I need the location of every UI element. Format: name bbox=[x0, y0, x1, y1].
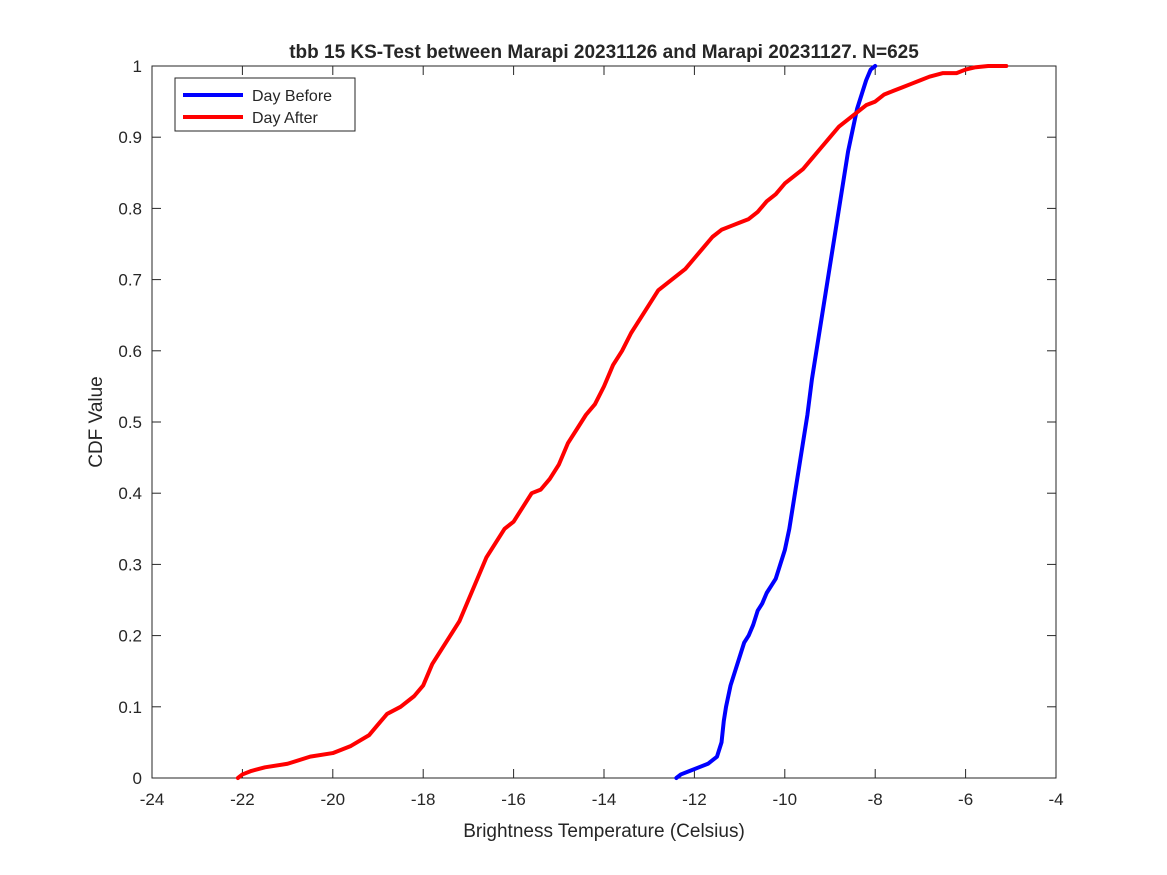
x-tick-label: -22 bbox=[230, 790, 255, 809]
x-tick-label: -8 bbox=[868, 790, 883, 809]
series-line-day-before bbox=[674, 64, 878, 780]
y-tick-label: 0.4 bbox=[118, 484, 142, 503]
y-tick-label: 1 bbox=[133, 57, 142, 76]
y-tick-label: 0.6 bbox=[118, 342, 142, 361]
chart-title: tbb 15 KS-Test between Marapi 20231126 a… bbox=[289, 42, 919, 63]
x-tick-label: -20 bbox=[321, 790, 346, 809]
y-tick-label: 0 bbox=[133, 769, 142, 788]
y-tick-label: 0.2 bbox=[118, 627, 142, 646]
y-tick-label: 0.3 bbox=[118, 555, 142, 574]
x-tick-label: -16 bbox=[501, 790, 526, 809]
series-line-day-after bbox=[235, 64, 1009, 780]
x-tick-label: -14 bbox=[592, 790, 617, 809]
y-tick-label: 0.8 bbox=[118, 199, 142, 218]
plot-area bbox=[151, 65, 1057, 779]
x-axis-label: Brightness Temperature (Celsius) bbox=[463, 821, 745, 842]
y-tick-label: 0.9 bbox=[118, 128, 142, 147]
x-tick-label: -24 bbox=[140, 790, 165, 809]
x-tick-label: -18 bbox=[411, 790, 436, 809]
axes-box bbox=[151, 65, 1057, 779]
y-axis: 0 0.1 0.2 0.3 0.4 0.5 0.6 0.7 0.8 0.9 1 bbox=[118, 57, 1056, 788]
y-tick-label: 0.1 bbox=[118, 698, 142, 717]
y-tick-label: 0.7 bbox=[118, 271, 142, 290]
x-tick-label: -10 bbox=[773, 790, 798, 809]
legend-label-day-after: Day After bbox=[252, 110, 318, 127]
y-tick-label: 0.5 bbox=[118, 413, 142, 432]
legend: Day Before Day After bbox=[174, 77, 356, 132]
x-tick-label: -12 bbox=[682, 790, 707, 809]
legend-box bbox=[174, 77, 356, 132]
y-axis-label: CDF Value bbox=[86, 376, 107, 468]
x-tick-label: -4 bbox=[1048, 790, 1063, 809]
x-axis: -24 -22 -20 -18 -16 -14 -12 -10 -8 -6 -4 bbox=[140, 66, 1064, 809]
series-layer bbox=[235, 64, 1009, 780]
x-tick-label: -6 bbox=[958, 790, 973, 809]
legend-label-day-before: Day Before bbox=[252, 88, 332, 105]
